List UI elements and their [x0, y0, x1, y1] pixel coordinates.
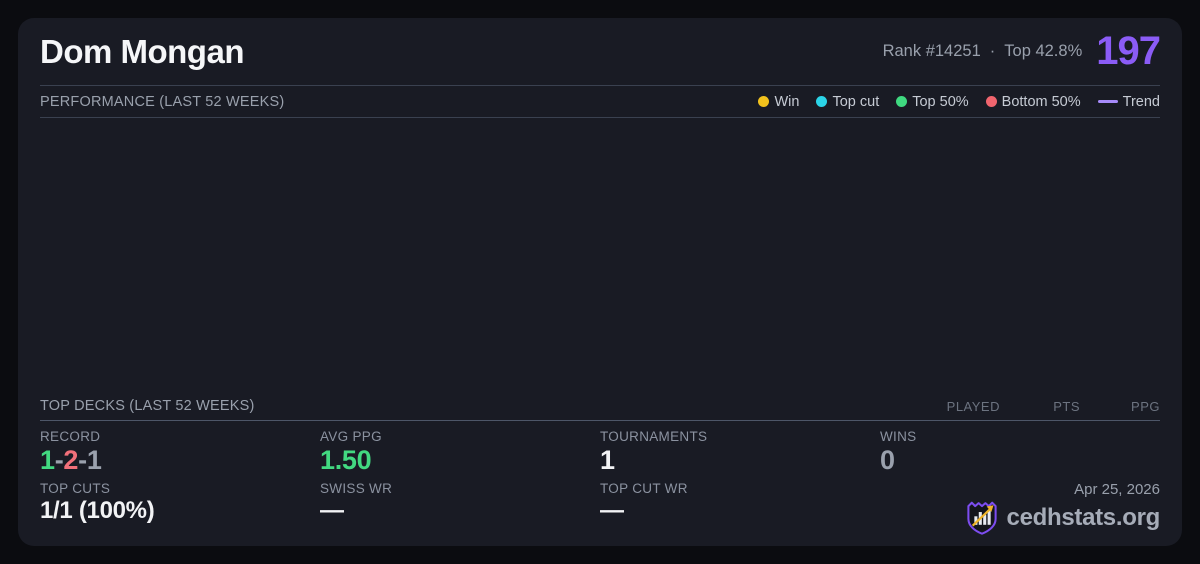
legend-label: Bottom 50% [1001, 93, 1081, 110]
performance-chart-area [40, 118, 1160, 392]
legend-item-trend: Trend [1097, 93, 1160, 110]
stat-tournaments: TOURNAMENTS 1 [600, 429, 880, 476]
column-header-played: PLAYED [946, 398, 1000, 414]
rank-group: Rank #14251 · Top 42.8% 197 [883, 29, 1161, 74]
brand-row: cedhstats.org [965, 500, 1160, 536]
record-draws: 1 [86, 445, 102, 476]
rank-separator-dot: · [989, 42, 996, 60]
brand-name: cedhstats.org [1006, 504, 1161, 531]
record-losses: 2 [63, 445, 79, 476]
record-sep: - [54, 445, 64, 476]
top-decks-section-header: TOP DECKS (LAST 52 WEEKS) PLAYED PTS PPG [40, 392, 1160, 422]
top-cuts-value: 1/1 (100%) [40, 497, 155, 524]
record-value: 1-2-1 [40, 445, 320, 476]
performance-section-header: PERFORMANCE (LAST 52 WEEKS) Win Top cut … [40, 86, 1160, 118]
performance-title: PERFORMANCE (LAST 52 WEEKS) [40, 93, 285, 110]
stat-label: TOP CUTS [40, 481, 111, 496]
tournaments-value: 1 [600, 445, 615, 476]
stat-label: TOURNAMENTS [600, 429, 708, 445]
top-cut-dot-icon [816, 96, 828, 107]
rank-summary: Rank #14251 · Top 42.8% [883, 42, 1083, 61]
snapshot-date: Apr 25, 2026 [1074, 481, 1160, 498]
legend-item-win: Win [758, 94, 799, 110]
top50-dot-icon [896, 96, 908, 107]
page-title: Dom Mongan [40, 32, 244, 70]
column-header-pts: PTS [1053, 398, 1080, 414]
legend-label: Win [774, 93, 800, 110]
top-percent-label: Top 42.8% [1004, 42, 1083, 60]
legend-item-top50: Top 50% [896, 93, 969, 110]
stat-top-cuts: TOP CUTS 1/1 (100%) [40, 481, 320, 536]
stat-label: WINS [880, 429, 917, 445]
stat-avg-ppg: AVG PPG 1.50 [320, 429, 600, 476]
avg-ppg-value: 1.50 [320, 445, 372, 476]
column-header-ppg: PPG [1131, 398, 1160, 414]
swiss-wr-value: — [320, 497, 344, 524]
top-decks-column-headers: PLAYED PTS PPG [920, 399, 1160, 414]
stat-wins: WINS 0 [880, 429, 1160, 476]
stat-label: TOP CUT WR [600, 481, 688, 496]
cedhstats-shield-logo-icon [966, 501, 997, 535]
stat-label: RECORD [40, 429, 101, 445]
points-total: 197 [1096, 29, 1161, 73]
record-wins: 1 [40, 445, 55, 476]
top-decks-title: TOP DECKS (LAST 52 WEEKS) [40, 398, 255, 415]
rank-label: Rank #14251 [882, 42, 981, 60]
stat-label: SWISS WR [320, 481, 393, 496]
wins-value: 0 [880, 445, 895, 476]
player-stats-card: Dom Mongan Rank #14251 · Top 42.8% 197 P… [18, 18, 1182, 546]
trend-line-icon [1097, 100, 1118, 103]
stats-grid: RECORD 1-2-1 AVG PPG 1.50 TOURNAMENTS 1 … [40, 421, 1160, 546]
record-sep: - [78, 445, 87, 476]
stat-top-cut-wr: TOP CUT WR — [600, 481, 880, 536]
stat-record: RECORD 1-2-1 [40, 429, 320, 476]
legend-label: Trend [1122, 93, 1160, 110]
top-cut-wr-value: — [600, 497, 624, 524]
legend-label: Top 50% [912, 93, 969, 110]
bottom50-dot-icon [985, 96, 997, 107]
card-header: Dom Mongan Rank #14251 · Top 42.8% 197 [40, 18, 1161, 86]
legend-item-top-cut: Top cut [816, 94, 879, 110]
legend-item-bottom50: Bottom 50% [985, 93, 1081, 110]
stat-swiss-wr: SWISS WR — [320, 481, 600, 536]
footer-brand-cell: Apr 25, 2026 cedhstats.org [880, 481, 1160, 536]
win-dot-icon [758, 96, 770, 107]
chart-legend: Win Top cut Top 50% Bottom 50% Trend [758, 94, 1160, 110]
legend-label: Top cut [832, 93, 880, 110]
stat-label: AVG PPG [320, 429, 382, 445]
